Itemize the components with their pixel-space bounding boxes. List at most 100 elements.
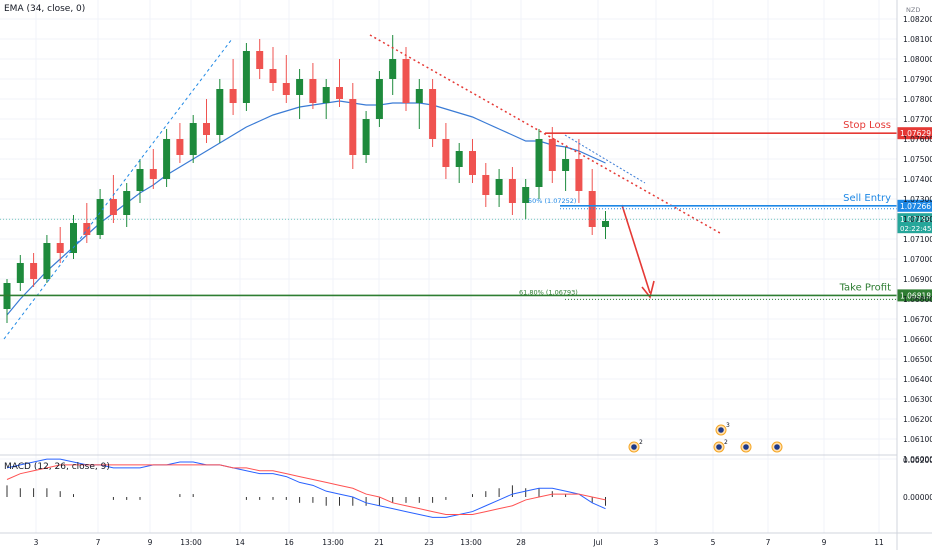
time-tick-label: 7 xyxy=(766,538,771,547)
candle-body xyxy=(216,89,224,135)
candle xyxy=(522,179,530,219)
candle-body xyxy=(535,139,543,187)
macd-tick-label: 0.00200 xyxy=(903,456,932,465)
candle xyxy=(109,175,117,223)
candle-body xyxy=(602,221,609,227)
candle-body xyxy=(455,151,463,167)
candle-body xyxy=(522,187,530,203)
price-tick-label: 1.07300 xyxy=(903,195,932,204)
price-tick-label: 1.08200 xyxy=(903,15,932,24)
level-name-entry: Sell Entry xyxy=(843,193,891,204)
time-tick-label: 7 xyxy=(96,538,101,547)
price-tick-label: 1.06600 xyxy=(903,335,932,344)
candle-body xyxy=(123,191,131,215)
candle-body xyxy=(442,139,450,167)
price-tick-label: 1.07000 xyxy=(903,255,932,264)
candle-body xyxy=(309,79,317,103)
event-count-label: 3 xyxy=(726,422,730,429)
ema-line-layer xyxy=(6,100,606,316)
candle-body xyxy=(588,191,596,227)
candle xyxy=(349,83,357,169)
candle xyxy=(136,159,144,203)
candle-body xyxy=(83,223,91,235)
price-tick-label: 1.07600 xyxy=(903,135,932,144)
price-axis: 1.08200 1.08100 1.08000 1.07900 1.07800 1.077… xyxy=(903,6,932,502)
candle-body xyxy=(389,59,397,79)
time-axis: 3 7 9 13:00 14 16 13:00 21 23 13:00 28 Jul 3 5 7 9 11 xyxy=(34,538,884,547)
candle-body xyxy=(242,51,250,103)
time-tick-label: 23 xyxy=(424,538,434,547)
event-flag-icon xyxy=(743,444,749,450)
event-marker[interactable]: 2 xyxy=(713,439,728,453)
event-marker[interactable]: 2 xyxy=(628,439,643,453)
candle xyxy=(562,147,570,191)
candle-body xyxy=(548,139,556,171)
candle xyxy=(402,47,410,111)
level-price-label-target: 1.06818 xyxy=(900,291,931,300)
candle xyxy=(203,99,210,143)
price-tick-label: 1.07900 xyxy=(903,75,932,84)
candle-body xyxy=(43,243,51,279)
candle xyxy=(189,115,197,163)
price-tick-label: 1.07200 xyxy=(903,215,932,224)
time-tick-label: 3 xyxy=(654,538,659,547)
level-price-tag-entry xyxy=(897,199,932,212)
candle xyxy=(588,169,596,235)
candle-body xyxy=(269,69,277,83)
candle xyxy=(30,253,38,287)
levels-layer: Stop Loss 1.07629 Sell Entry 1.07266 Take Pr… xyxy=(0,120,932,302)
candle xyxy=(309,63,317,109)
level-price-label-stop: 1.07629 xyxy=(900,129,931,138)
time-tick-label: Jul xyxy=(592,538,602,547)
candle-body xyxy=(203,123,210,135)
candle-body xyxy=(189,123,197,155)
price-tick-label: 1.06500 xyxy=(903,355,932,364)
time-tick-label: 16 xyxy=(284,538,294,547)
ema-indicator-title[interactable]: EMA (34, close, 0) xyxy=(4,4,86,14)
price-tick-label: 1.06400 xyxy=(903,375,932,384)
currency-label: NZD xyxy=(906,6,920,14)
candle xyxy=(362,111,370,163)
macd-pane xyxy=(6,458,606,518)
event-count-label: 2 xyxy=(724,439,728,446)
event-flag-icon xyxy=(716,444,722,450)
bearish-arrow-shaft xyxy=(621,204,651,294)
candle xyxy=(322,79,330,119)
macd-indicator-title[interactable]: MACD (12, 26, close, 9) xyxy=(4,462,110,472)
time-tick-label: 5 xyxy=(711,538,716,547)
candle xyxy=(336,59,343,107)
candles-layer xyxy=(3,35,609,323)
event-marker[interactable]: 3 xyxy=(715,422,730,436)
ema-line xyxy=(6,100,606,316)
candle xyxy=(269,47,277,91)
candle xyxy=(482,163,490,207)
candle-body xyxy=(336,87,343,99)
level-price-label-entry: 1.07266 xyxy=(900,202,931,211)
time-tick-label: 13:00 xyxy=(180,538,202,547)
event-marker[interactable] xyxy=(771,441,783,453)
price-tick-label: 1.06700 xyxy=(903,315,932,324)
candle xyxy=(83,203,91,243)
candle-body xyxy=(429,89,437,139)
candle xyxy=(575,139,583,203)
candle xyxy=(455,143,463,183)
candle-body xyxy=(402,59,410,103)
candle-body xyxy=(176,139,184,155)
candle-body xyxy=(562,159,570,171)
event-marker[interactable] xyxy=(740,441,752,453)
price-tick-label: 1.07700 xyxy=(903,115,932,124)
event-flag-icon xyxy=(631,444,637,450)
candle-body xyxy=(96,199,104,235)
candle xyxy=(229,59,237,115)
candle-body xyxy=(349,99,357,155)
time-tick-label: 3 xyxy=(34,538,39,547)
candle-body xyxy=(136,169,144,191)
macd-tick-label: 0.00000 xyxy=(903,493,932,502)
candle-body xyxy=(30,263,38,279)
price-tick-label: 1.06000 xyxy=(903,455,932,464)
price-tick-label: 1.07800 xyxy=(903,95,932,104)
price-tick-label: 1.06900 xyxy=(903,275,932,284)
candle-body xyxy=(56,243,64,253)
